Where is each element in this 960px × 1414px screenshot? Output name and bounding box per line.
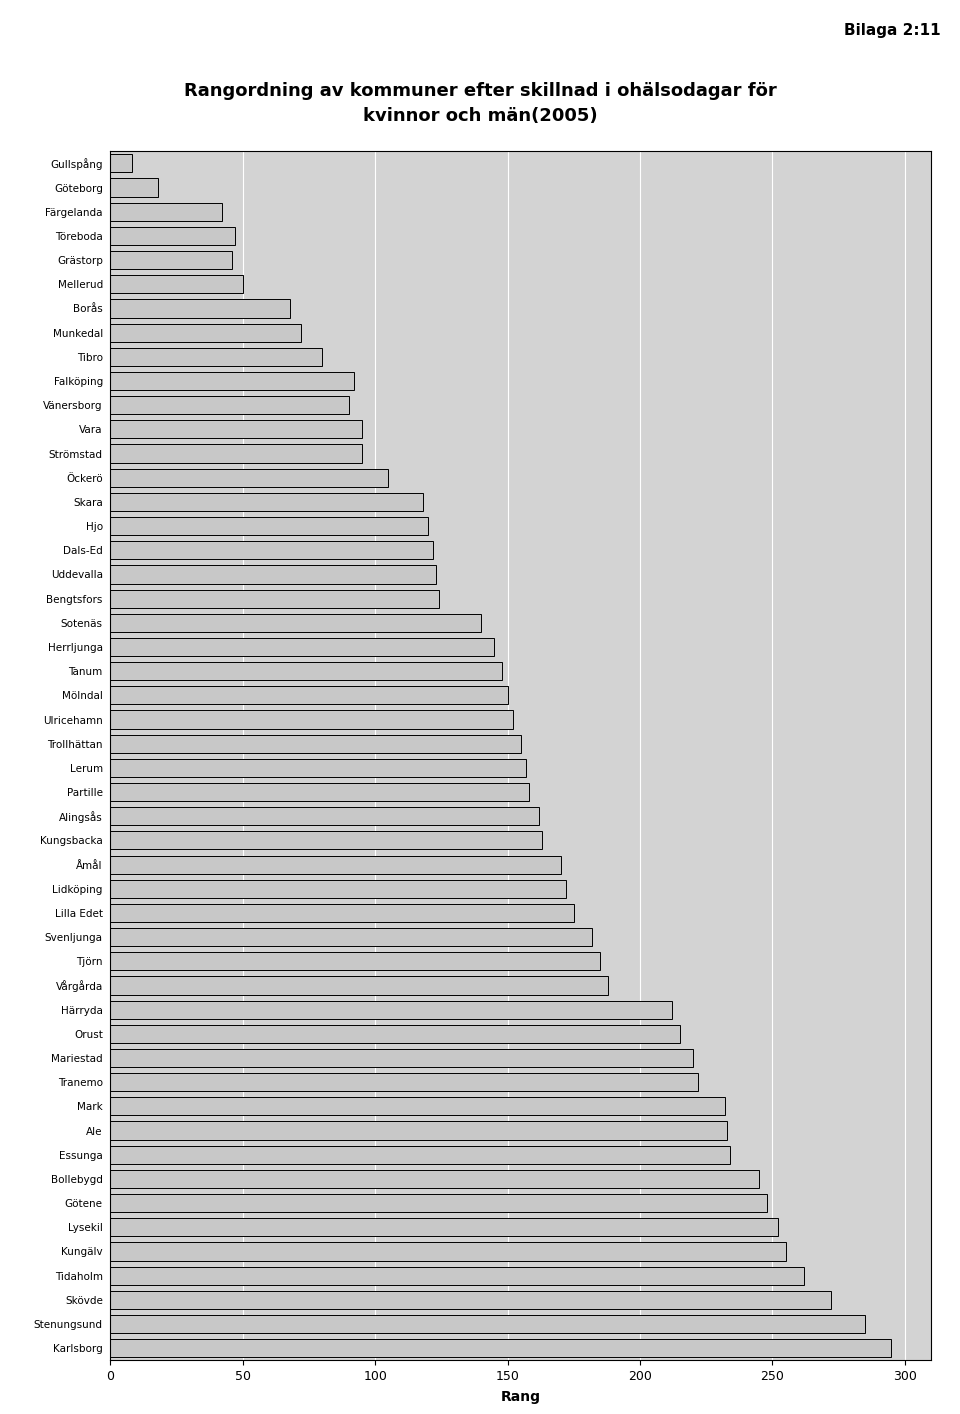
Bar [110,300,291,318]
Bar [110,1291,830,1309]
Bar [110,348,323,366]
Bar [110,226,235,245]
Bar [110,977,609,994]
Bar [110,1073,698,1092]
Bar [110,638,494,656]
Bar [110,493,422,510]
Bar [110,614,481,632]
Bar [110,372,354,390]
Bar [110,1243,785,1260]
Bar [110,928,592,946]
Bar [110,1001,672,1018]
Bar [110,710,513,728]
Bar [110,252,232,269]
Bar [110,759,526,776]
Bar [110,324,301,342]
Bar [110,1097,725,1116]
Bar [110,154,132,173]
Bar [110,1121,728,1140]
Bar [110,1339,892,1357]
Bar [110,735,520,752]
Bar [110,880,565,898]
Bar [110,1193,767,1212]
Bar [110,1145,730,1164]
Bar [110,904,574,922]
Bar [110,420,362,438]
Bar [110,1267,804,1285]
Bar [110,590,439,608]
Text: Bilaga 2:11: Bilaga 2:11 [844,23,941,38]
X-axis label: Rang: Rang [501,1390,540,1404]
Text: kvinnor och män(2005): kvinnor och män(2005) [363,107,597,126]
Bar [110,202,222,221]
Bar [110,1049,693,1068]
Bar [110,1219,778,1236]
Bar [110,1315,865,1333]
Bar [110,444,362,462]
Bar [110,807,540,826]
Bar [110,952,600,970]
Text: Rangordning av kommuner efter skillnad i ohälsodagar för: Rangordning av kommuner efter skillnad i… [183,82,777,100]
Bar [110,468,389,486]
Bar [110,518,428,534]
Bar [110,855,561,874]
Bar [110,783,529,802]
Bar [110,831,542,850]
Bar [110,662,502,680]
Bar [110,1169,759,1188]
Bar [110,178,158,197]
Bar [110,1025,680,1044]
Bar [110,542,433,560]
Bar [110,566,436,584]
Bar [110,686,508,704]
Bar [110,276,243,293]
Bar [110,396,348,414]
